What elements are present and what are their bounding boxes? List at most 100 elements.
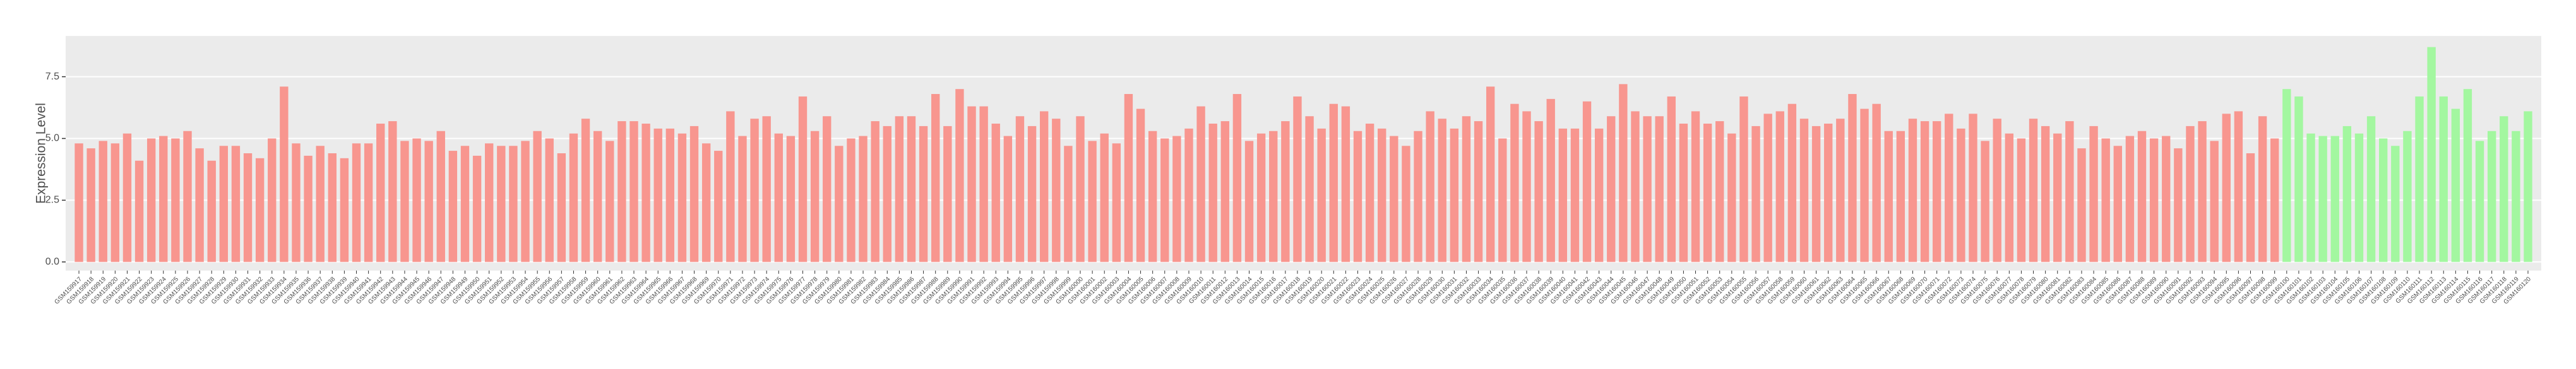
bar — [689, 126, 699, 262]
bar — [1414, 131, 1422, 262]
bar — [1450, 128, 1459, 262]
bar — [835, 146, 844, 262]
bar — [2041, 126, 2050, 262]
bar — [1836, 119, 1845, 262]
bar — [1824, 124, 1833, 262]
bar — [1064, 146, 1073, 262]
bar — [1582, 101, 1592, 262]
bar — [1184, 128, 1193, 262]
bar — [1969, 114, 1977, 262]
bar — [2282, 89, 2291, 262]
bar — [207, 160, 216, 262]
bar — [943, 126, 952, 262]
bar — [653, 128, 662, 262]
bar — [2198, 121, 2207, 262]
bar — [509, 146, 518, 262]
bar — [1341, 106, 1351, 262]
bar — [2210, 141, 2219, 262]
bar — [1378, 128, 1386, 262]
bar — [146, 138, 156, 262]
bar — [1015, 116, 1025, 262]
bar — [2149, 138, 2159, 262]
bar — [1957, 128, 1965, 262]
bar — [533, 131, 542, 262]
bar — [86, 148, 95, 262]
bar — [231, 146, 241, 262]
bar — [1751, 126, 1760, 262]
bar — [967, 106, 976, 262]
bar — [1739, 96, 1748, 262]
bar — [1667, 96, 1676, 262]
bar — [1076, 116, 1085, 262]
bar — [1027, 126, 1037, 262]
bar — [617, 121, 626, 262]
bar — [629, 121, 638, 262]
bar — [786, 136, 796, 262]
bar — [183, 131, 192, 262]
bar — [1148, 131, 1157, 262]
bar — [1329, 103, 1338, 262]
bar — [340, 158, 349, 262]
bar — [2162, 136, 2171, 262]
bar — [1932, 121, 1941, 262]
bar — [1896, 131, 1905, 262]
bar — [2427, 47, 2436, 262]
bar — [2029, 119, 2038, 262]
bar — [1775, 111, 1784, 262]
bar — [726, 111, 735, 262]
bar — [292, 143, 301, 262]
bar — [2089, 126, 2098, 262]
bar — [1811, 126, 1821, 262]
bar — [605, 141, 614, 262]
bar — [134, 160, 144, 262]
bar — [895, 116, 904, 262]
bar — [268, 138, 277, 262]
bar — [2222, 114, 2231, 262]
bar — [2258, 116, 2267, 262]
bar — [352, 143, 361, 262]
bar — [2125, 136, 2135, 262]
bar — [701, 143, 711, 262]
y-tick-label: 5.0 — [45, 133, 59, 144]
bar — [1474, 121, 1483, 262]
bar — [2500, 116, 2508, 262]
bar — [1317, 128, 1326, 262]
bar — [2524, 111, 2532, 262]
bar — [2342, 126, 2352, 262]
bar — [738, 136, 747, 262]
bar — [460, 146, 470, 262]
bar — [1462, 116, 1471, 262]
bar — [2137, 131, 2147, 262]
bar — [1232, 94, 1242, 262]
bar — [2330, 136, 2339, 262]
bar — [1172, 136, 1181, 262]
bar — [1269, 131, 1278, 262]
bar — [304, 155, 313, 262]
y-axis-title: Expression Level — [34, 103, 49, 204]
bar — [1088, 141, 1097, 262]
bar — [195, 148, 204, 262]
bar — [883, 126, 891, 262]
bar — [1643, 116, 1652, 262]
bar — [1848, 94, 1857, 262]
bar — [557, 153, 566, 262]
bar — [436, 131, 445, 262]
bar — [593, 131, 602, 262]
bar — [1208, 124, 1217, 262]
bar — [1052, 119, 1061, 262]
bar — [871, 121, 880, 262]
bar — [1196, 106, 1205, 262]
bar — [1256, 133, 1266, 262]
bar — [677, 133, 687, 262]
bar — [1305, 116, 1314, 262]
bar — [762, 116, 771, 262]
bar — [641, 124, 650, 262]
bar — [665, 128, 675, 262]
bar — [1486, 86, 1495, 262]
bar — [412, 138, 421, 262]
bar — [1679, 124, 1688, 262]
bar — [2053, 133, 2062, 262]
bar — [979, 106, 988, 262]
bar — [2463, 89, 2472, 262]
